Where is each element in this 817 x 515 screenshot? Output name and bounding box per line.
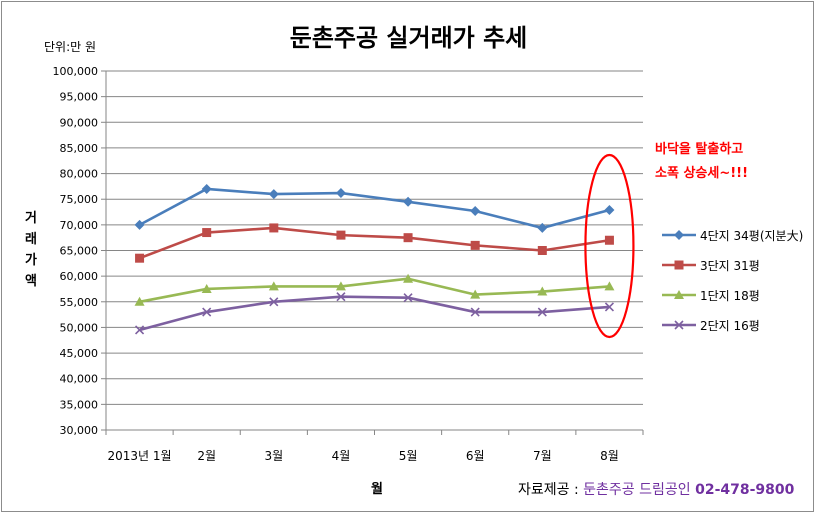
legend-label: 1단지 18평 [700,288,760,303]
data-point [403,293,413,303]
y-tick-label: 75,000 [60,193,99,206]
data-point [134,296,145,306]
data-point [537,222,548,233]
data-point [604,235,614,245]
data-point [336,230,346,240]
data-point [403,273,414,283]
y-tick-label: 35,000 [60,398,99,411]
x-tick-label: 2월 [197,449,216,463]
series-line [138,187,610,230]
y-tick-label: 80,000 [60,168,99,181]
data-point [537,286,548,296]
data-credit: 자료제공 : 둔촌주공 드림공인 02-478-9800 [518,479,794,499]
legend: 4단지 34평(지분大) 3단지 31평 1단지 18평 2단지 16평 [662,220,803,340]
annotation-line-2: 소폭 상승세~!!! [655,166,749,181]
data-point [202,228,212,238]
y-tick-label: 30,000 [60,424,99,437]
y-tick-label: 60,000 [60,270,99,283]
x-tick-label: 7월 [533,449,552,463]
chart-title: 둔촌주공 실거래가 추세 [289,24,528,52]
data-point [537,307,547,317]
annotation-text: 바닥을 탈출하고 소폭 상승세~!!! [655,138,748,186]
unit-label: 단위:만 원 [44,40,97,54]
x-tick-label: 2013년 1월 [108,449,172,463]
y-tick-label: 70,000 [60,219,99,232]
x-tick-label: 3월 [264,449,283,463]
data-point [268,281,279,291]
data-point [269,297,279,307]
annotation-line-1: 바닥을 탈출하고 [655,142,744,157]
y-tick-label: 65,000 [60,245,99,258]
data-point [604,204,615,215]
data-point [201,283,212,293]
data-point [537,246,547,255]
credit-label: 자료제공 : [518,482,584,498]
y-tick-label: 45,000 [60,347,99,360]
data-point [604,281,615,291]
legend-marker-triangle-icon [662,290,696,299]
data-point [470,289,481,299]
data-point [201,183,212,194]
data-point [335,281,346,291]
series-line [139,295,610,332]
y-tick-label: 100,000 [53,65,99,78]
y-tick-label: 40,000 [60,373,99,386]
legend-item: 1단지 18평 [662,280,803,310]
y-tick-label: 85,000 [60,142,99,155]
legend-label: 3단지 31평 [700,258,760,273]
y-tick-label: 90,000 [60,116,99,129]
x-axis-label: 월 [371,482,383,497]
data-point [134,219,145,230]
legend-label: 4단지 34평(지분大) [700,228,804,243]
data-point [202,307,212,317]
legend-item: 4단지 34평(지분大) [662,220,803,250]
series-line [139,226,610,260]
legend-marker-square-icon [662,260,696,270]
data-point [604,302,615,312]
data-point [335,188,346,199]
data-point [403,196,414,207]
y-tick-label: 50,000 [60,321,99,334]
x-tick-label: 4월 [332,449,351,463]
data-point [470,240,480,250]
data-point [403,233,413,243]
y-axis-label: 거래가액 [25,211,37,289]
y-tick-label: 55,000 [60,296,99,309]
highlight-ellipse [584,153,635,339]
legend-item: 3단지 31평 [662,250,803,280]
x-tick-label: 6월 [466,449,485,463]
x-tick-label: 5월 [399,449,418,463]
y-tick-label: 95,000 [60,91,99,104]
data-point [135,253,145,263]
legend-marker-diamond-icon [662,230,696,240]
credit-phone: 02-478-9800 [695,482,795,498]
data-point [268,189,279,200]
x-tick-label: 8월 [600,449,619,463]
data-point [134,325,145,335]
data-point [336,292,346,302]
legend-item: 2단지 16평 [662,310,803,340]
series-line [139,277,610,304]
credit-company: 둔촌주공 드림공인 [583,482,696,498]
data-point [269,223,279,233]
legend-marker-x-icon [662,320,696,330]
data-point [470,307,480,317]
data-point [470,206,481,217]
legend-label: 2단지 16평 [700,318,760,333]
